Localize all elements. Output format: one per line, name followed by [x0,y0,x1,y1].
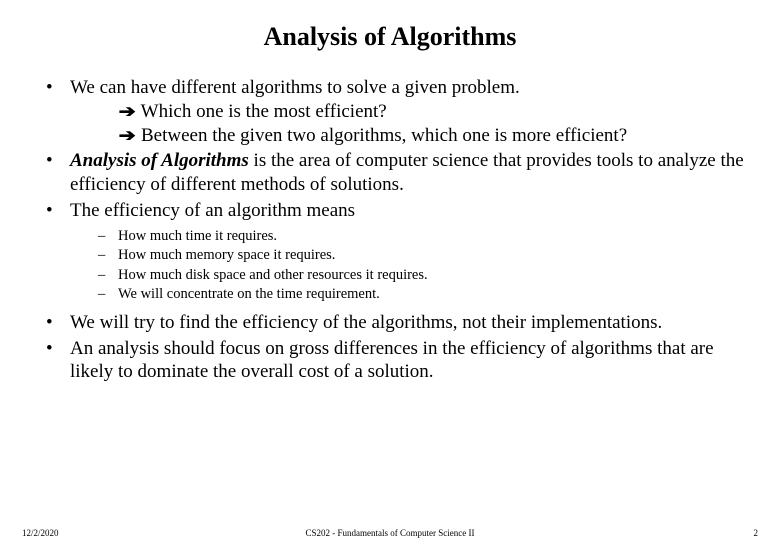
bullet-text: An analysis should focus on gross differ… [70,338,714,383]
bullet-text: We will try to find the efficiency of th… [70,312,662,333]
sub-text: How much disk space and other resources … [118,267,428,283]
bullet-text: We can have different algorithms to solv… [70,77,520,98]
arrow-line: ➔ Which one is the most efficient? [120,100,750,124]
footer-course: CS202 - Fundamentals of Computer Science… [0,528,780,538]
sub-text: We will concentrate on the time requirem… [118,286,380,302]
footer-page-number: 2 [754,528,759,538]
arrow-line: ➔ Between the given two algorithms, whic… [120,124,750,148]
bullet-text: The efficiency of an algorithm means [70,200,355,221]
bullet-item: We will try to find the efficiency of th… [46,311,750,335]
sub-item: We will concentrate on the time requirem… [98,285,750,305]
bullet-item: The efficiency of an algorithm means How… [46,199,750,305]
sub-list: How much time it requires. How much memo… [70,227,750,305]
sub-item: How much disk space and other resources … [98,266,750,286]
bullet-item: We can have different algorithms to solv… [46,76,750,147]
sub-text: How much time it requires. [118,228,277,244]
bullet-item: Analysis of Algorithms is the area of co… [46,149,750,197]
sub-text: How much memory space it requires. [118,247,335,263]
arrow-text: Which one is the most efficient? [141,101,387,122]
arrow-text: Between the given two algorithms, which … [141,125,627,146]
bullet-item: An analysis should focus on gross differ… [46,337,750,385]
arrow-icon: ➔ [119,125,136,146]
emphasis-text: Analysis of Algorithms [70,150,249,171]
slide-title: Analysis of Algorithms [30,22,750,52]
sub-item: How much memory space it requires. [98,246,750,266]
bullet-list: We can have different algorithms to solv… [30,76,750,384]
sub-item: How much time it requires. [98,227,750,247]
arrow-icon: ➔ [119,101,136,122]
